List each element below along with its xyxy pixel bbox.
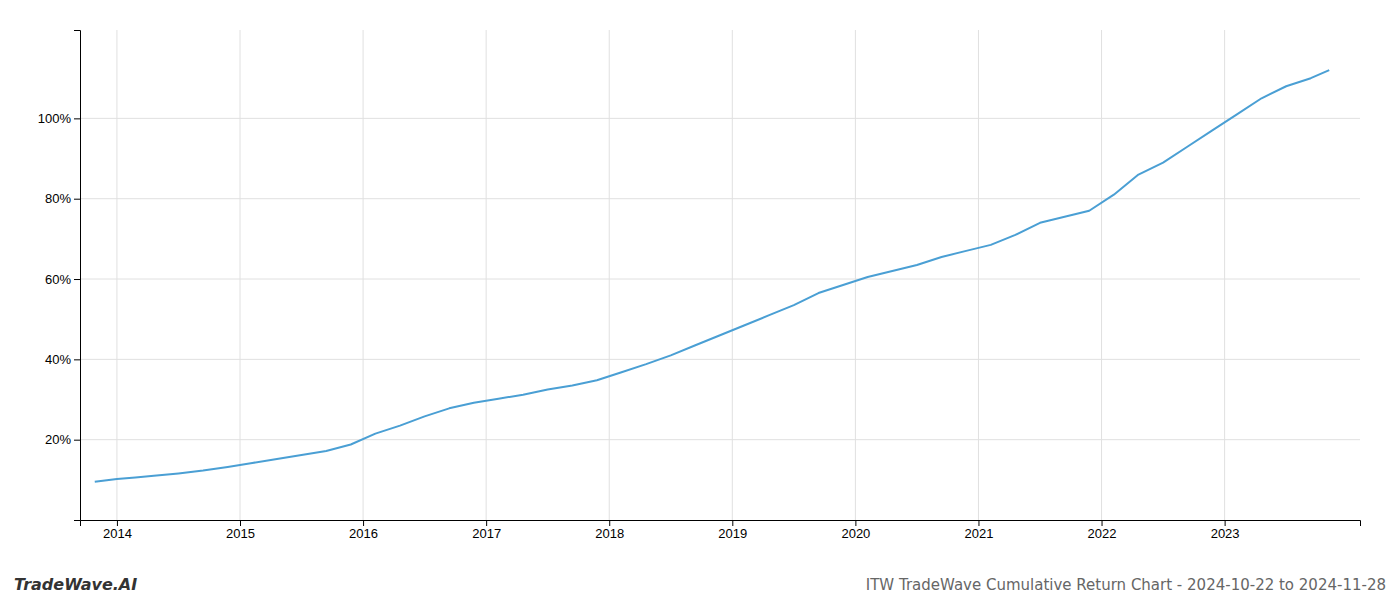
- chart-svg: 2014 2015 2016 2017 2018 2019 2020 2021 2022 2023…: [0, 0, 1400, 600]
- y-tick-mark: [74, 118, 80, 119]
- y-tick-label: 100%: [38, 111, 72, 126]
- y-axis-line: [74, 31, 81, 521]
- plot-area: 2014 2015 2016 2017 2018 2019 2020 2021 2022 2023…: [38, 30, 1361, 541]
- x-tick: 2020: [841, 520, 870, 541]
- grid-line-x: [1224, 30, 1225, 520]
- x-tick-label: 2020: [841, 526, 870, 541]
- grid-line-x: [732, 30, 733, 520]
- x-tick: 2016: [349, 520, 378, 541]
- x-tick-label: 2023: [1211, 526, 1240, 541]
- y-tick-mark: [74, 359, 80, 360]
- x-tick-mark: [978, 520, 979, 526]
- x-tick-mark: [1102, 520, 1103, 526]
- grid-line-x: [609, 30, 610, 520]
- grid-line-x: [363, 30, 364, 520]
- x-tick: 2019: [718, 520, 747, 541]
- x-axis: 2014 2015 2016 2017 2018 2019 2020 2021 2022 2023: [81, 520, 1361, 541]
- x-tick: 2023: [1211, 520, 1240, 541]
- x-tick-label: 2017: [472, 526, 501, 541]
- grid-line-x: [855, 30, 856, 520]
- watermark: TradeWave.AI: [14, 575, 137, 594]
- x-tick-label: 2022: [1088, 526, 1117, 541]
- grid-line-x: [1101, 30, 1102, 520]
- y-axis: 20% 40% 60% 80% 100%: [38, 31, 81, 521]
- x-tick: 2021: [965, 520, 994, 541]
- y-tick: 40%: [45, 352, 80, 367]
- y-tick: 100%: [38, 111, 80, 126]
- grid-line-y: [80, 118, 1360, 119]
- x-tick: 2015: [226, 520, 255, 541]
- chart-title: ITW TradeWave Cumulative Return Chart - …: [866, 576, 1386, 594]
- x-tick-mark: [732, 520, 733, 526]
- grid-line-y: [80, 439, 1360, 440]
- grid-line-x: [116, 30, 117, 520]
- x-tick-label: 2018: [595, 526, 624, 541]
- grid-line-x: [486, 30, 487, 520]
- y-tick: 60%: [45, 272, 80, 287]
- grid-line-y: [80, 198, 1360, 199]
- grid-line-y: [80, 279, 1360, 280]
- x-tick-label: 2021: [965, 526, 994, 541]
- y-tick-mark: [74, 279, 80, 280]
- x-tick-mark: [609, 520, 610, 526]
- y-tick-label: 20%: [45, 432, 71, 447]
- x-tick-mark: [855, 520, 856, 526]
- y-tick-label: 40%: [45, 352, 71, 367]
- grid-line-x: [240, 30, 241, 520]
- x-tick-mark: [1225, 520, 1226, 526]
- y-tick-mark: [74, 199, 80, 200]
- data-line: [95, 70, 1329, 482]
- x-tick-mark: [240, 520, 241, 526]
- x-tick-label: 2015: [226, 526, 255, 541]
- grid-line-y: [80, 359, 1360, 360]
- x-axis-line: [81, 521, 1361, 527]
- x-tick-mark: [117, 520, 118, 526]
- y-tick-label: 80%: [45, 191, 71, 206]
- y-tick-mark: [74, 440, 80, 441]
- x-tick: 2014: [103, 520, 132, 541]
- y-tick: 80%: [45, 191, 80, 206]
- x-tick: 2022: [1088, 520, 1117, 541]
- marks: [95, 70, 1329, 482]
- x-tick-label: 2016: [349, 526, 378, 541]
- x-tick-label: 2014: [103, 526, 132, 541]
- y-tick: 20%: [45, 432, 80, 447]
- y-tick-label: 60%: [45, 272, 71, 287]
- grid-line-x: [978, 30, 979, 520]
- x-tick-label: 2019: [718, 526, 747, 541]
- x-tick-mark: [486, 520, 487, 526]
- x-tick: 2017: [472, 520, 501, 541]
- x-tick-mark: [363, 520, 364, 526]
- grid: [80, 30, 1360, 520]
- x-tick: 2018: [595, 520, 624, 541]
